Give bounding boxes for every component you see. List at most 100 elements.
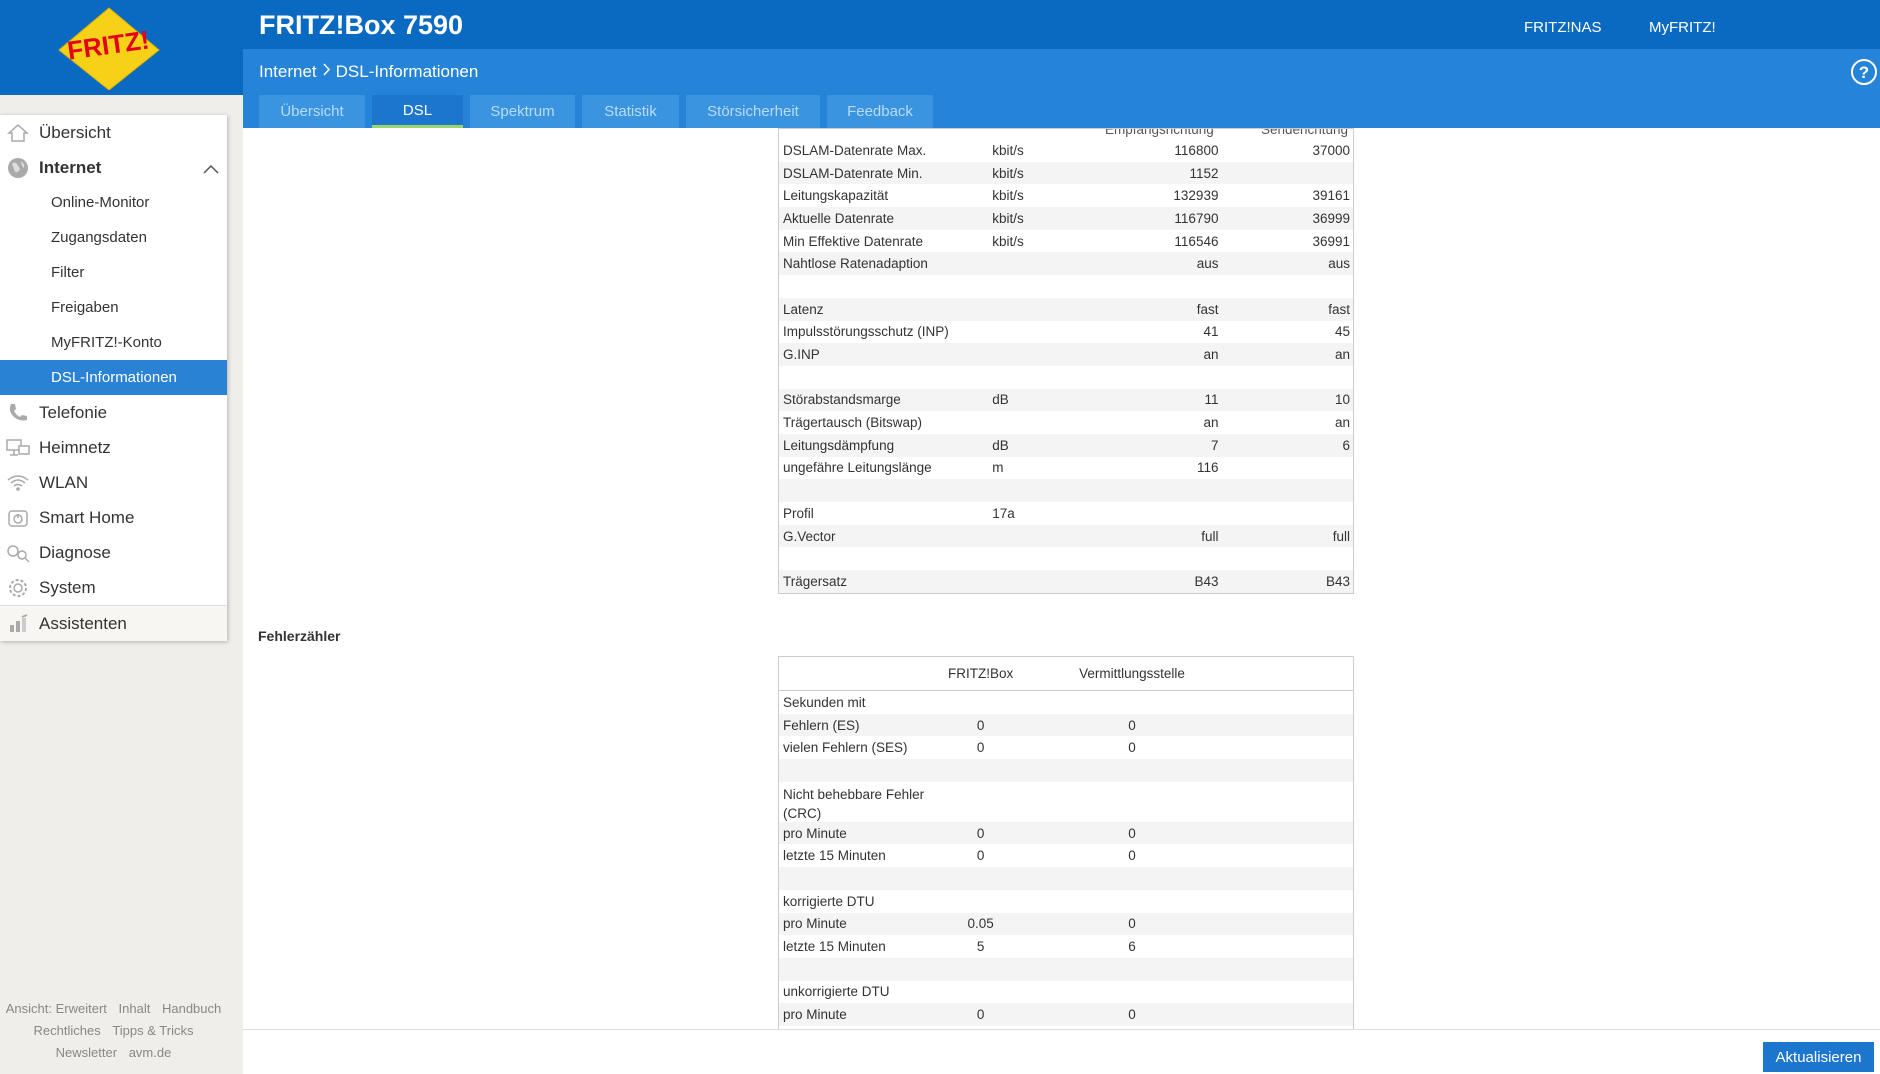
table-cell: Trägersatz [783,573,848,589]
fritznas-link[interactable]: FRITZ!NAS [1524,19,1602,36]
table-cell: m [992,460,1004,476]
column-header-sende: Senderichtung [1261,129,1349,137]
table-cell: 0 [976,825,985,841]
table-row [779,957,1353,981]
table-cell: 39161 [1312,188,1350,204]
table-cell: 0 [1128,848,1136,864]
table-cell: 37000 [1312,142,1350,158]
nav-assistenten[interactable]: Assistenten [0,605,227,641]
table-row: Leitungskapazität kbit/s 132939 39161 [779,184,1353,207]
product-title: FRITZ!Box 7590 [259,10,464,40]
table-cell: Leitungskapazität [783,188,889,204]
nav-label: Telefonie [39,402,108,422]
phone-icon [0,402,36,424]
sidebar-item-zugangsdaten[interactable]: Zugangsdaten [51,229,147,246]
wizard-icon [0,613,36,635]
logo-area: FRITZ! [0,0,243,95]
table-cell: kbit/s [992,165,1024,181]
table-cell: 0 [976,1007,985,1023]
table-cell: 36991 [1312,233,1350,249]
footer-view-link[interactable]: Ansicht: Erweitert [5,1001,107,1016]
tab-uebersicht[interactable]: Übersicht [259,95,365,128]
footer-inhalt-link[interactable]: Inhalt [118,1001,151,1016]
tab-stoersicherheit[interactable]: Störsicherheit [686,95,820,128]
table-row: Trägersatz B43 B43 [779,570,1353,593]
refresh-button[interactable]: Aktualisieren [1763,1042,1874,1072]
sidebar-item-freigaben[interactable]: Freigaben [51,299,119,316]
diagnose-icon [0,543,36,563]
table-cell: DSLAM-Datenrate Min. [783,165,923,181]
table-row: pro Minute 0 0 [779,1003,1353,1026]
tab-statistik[interactable]: Statistik [582,95,679,128]
table-cell: kbit/s [992,233,1024,249]
table-row [779,867,1353,890]
sidebar-item-online-monitor[interactable]: Online-Monitor [51,194,150,211]
table-row: DSLAM-Datenrate Max. kbit/s 116800 37000 [779,139,1353,162]
nav-telefonie[interactable]: Telefonie [0,395,227,430]
breadcrumb-internet[interactable]: Internet [259,62,317,81]
footer-rechtliches-link[interactable]: Rechtliches [33,1023,101,1038]
table-cell: G.Vector [783,528,836,544]
tab-dsl[interactable]: DSL [372,95,463,128]
nav-diagnose[interactable]: Diagnose [0,535,227,570]
nav-wlan[interactable]: WLAN [0,465,227,500]
table-cell: fast [1196,301,1219,317]
footer-links: Ansicht: Erweitert Inhalt Handbuch Recht… [0,998,227,1064]
table-cell: pro Minute [783,1007,847,1023]
table-row: Nahtlose Ratenadaption aus aus [779,252,1353,276]
table-cell: pro Minute [783,825,847,841]
sidebar-item-filter[interactable]: Filter [51,264,85,281]
globe-icon [0,156,36,180]
sidebar-item-dsl-informationen[interactable]: DSL-Informationen [0,360,227,395]
table-cell: korrigierte DTU [783,893,875,909]
nav-label: Smart Home [39,507,135,527]
fritz-logo[interactable]: FRITZ! [55,6,163,90]
footer-avm-link[interactable]: avm.de [128,1045,172,1060]
table-cell: full [1332,528,1350,544]
error-counter-table: FRITZ!Box Vermittlungsstelle Sekunden mi… [778,656,1354,1029]
table-cell: Leitungsdämpfung [783,437,895,453]
column-header-vermittlungsstelle: Vermittlungsstelle [1079,666,1185,681]
footer-newsletter-link[interactable]: Newsletter [55,1045,118,1060]
table-cell: kbit/s [992,210,1024,226]
table-row: Trägertausch (Bitswap) an an [779,411,1353,434]
table-cell: Nicht behebbare Fehler (CRC) [783,786,925,821]
tab-spektrum[interactable]: Spektrum [470,95,575,128]
table-cell: 132939 [1173,188,1219,204]
table-cell: 0 [976,717,985,733]
myfritz-link[interactable]: MyFRITZ! [1649,19,1716,36]
nav-label: Übersicht [39,122,111,142]
smarthome-icon [0,507,36,529]
table-cell: 0 [976,848,985,864]
table-row: Nicht behebbare Fehler (CRC) [779,782,1353,822]
header: FRITZ!Box 7590 FRITZ!NAS MyFRITZ! [243,0,1880,49]
table-row: pro Minute 0 0 [779,821,1353,845]
network-icon [0,437,36,459]
chevron-up-icon[interactable] [203,159,219,179]
sidebar-item-myfritz-konto[interactable]: MyFRITZ!-Konto [51,334,162,351]
table-row [779,275,1353,298]
table-cell: Nahtlose Ratenadaption [783,256,928,272]
table-cell: aus [1328,256,1350,272]
nav-uebersicht[interactable]: Übersicht [0,115,227,150]
table-row: Impulsstörungsschutz (INP) 41 45 [779,321,1353,344]
bottom-bar: Aktualisieren [243,1029,1880,1074]
table-cell: Aktuelle Datenrate [783,210,895,226]
table-cell: an [1334,347,1350,363]
nav-system[interactable]: System [0,570,227,605]
table-row: Latenz fast fast [779,297,1353,321]
tab-feedback[interactable]: Feedback [827,95,933,128]
table-cell: fast [1328,301,1350,317]
table-cell: 0 [1128,825,1136,841]
nav-internet[interactable]: Internet [0,150,227,185]
footer-handbuch-link[interactable]: Handbuch [161,1001,222,1016]
table-cell: 116546 [1174,233,1219,249]
table-header: FRITZ!Box Vermittlungsstelle [779,657,1353,691]
table-cell: 10 [1334,392,1350,408]
table-row: Störabstandsmarge dB 11 10 [779,388,1353,412]
nav-heimnetz[interactable]: Heimnetz [0,430,227,465]
footer-tipps-link[interactable]: Tipps & Tricks [112,1023,194,1038]
nav-smart-home[interactable]: Smart Home [0,500,227,535]
table-cell: B43 [1194,573,1219,589]
help-icon[interactable]: ? [1850,58,1878,86]
